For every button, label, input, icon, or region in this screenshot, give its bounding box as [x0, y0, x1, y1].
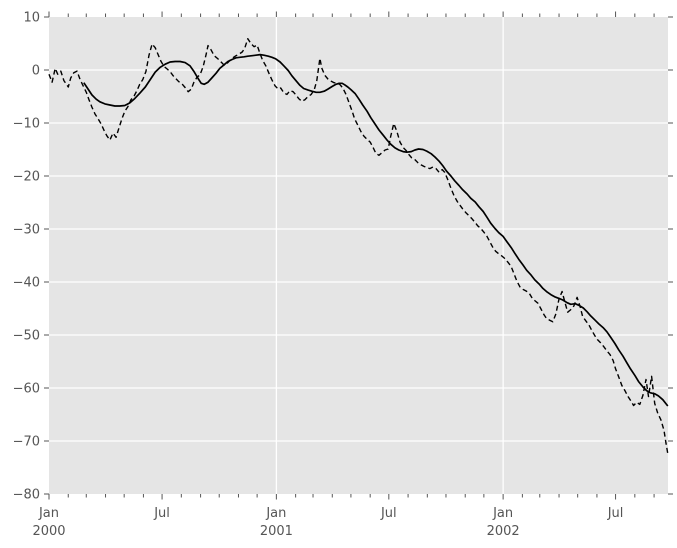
- y-axis-labels: 10 0 −10 −20 −30 −40 −50 −60 −70 −80: [13, 11, 40, 503]
- smoothed-series-path: [83, 53, 669, 407]
- x-tick-label-year: 2002: [487, 524, 520, 539]
- axis-ticks: [44, 11, 673, 500]
- y-tick-label: −70: [13, 435, 40, 450]
- x-tick-label-month: Jan: [492, 506, 513, 521]
- daily-series-path: [48, 38, 669, 454]
- y-tick-label: −60: [13, 382, 40, 397]
- series-lines: [48, 38, 669, 454]
- x-tick-label-month: Jul: [153, 506, 170, 521]
- x-tick-label-month: Jul: [380, 506, 397, 521]
- gridlines: [49, 17, 668, 494]
- y-tick-label: −80: [13, 488, 40, 503]
- x-tick-label-year: 2001: [260, 524, 293, 539]
- x-axis-labels: Jan 2000 Jul Jan 2001 Jul Jan 2002 Jul: [32, 506, 623, 539]
- y-tick-label: −10: [13, 117, 40, 132]
- plot-area: [49, 17, 668, 494]
- y-tick-label: −50: [13, 329, 40, 344]
- x-tick-label-year: 2000: [32, 524, 65, 539]
- y-tick-label: −20: [13, 170, 40, 185]
- y-tick-label: −40: [13, 276, 40, 291]
- x-tick-label-month: Jul: [607, 506, 624, 521]
- y-tick-label: 0: [32, 64, 40, 79]
- x-tick-label-month: Jan: [38, 506, 59, 521]
- x-tick-label-month: Jan: [265, 506, 286, 521]
- y-tick-label: 10: [23, 11, 40, 26]
- y-tick-label: −30: [13, 223, 40, 238]
